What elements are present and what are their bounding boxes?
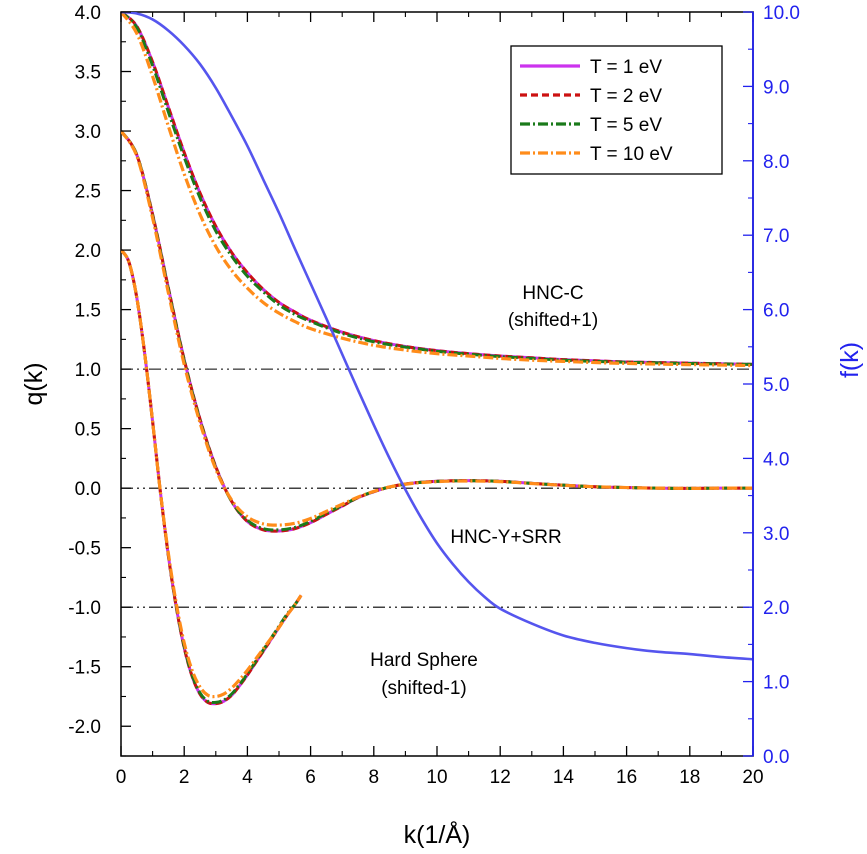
- y2-tick-label: 5.0: [763, 375, 789, 396]
- y-tick-label: 0.5: [75, 420, 101, 441]
- annotation-hnc-c-line1: HNC-C: [522, 283, 583, 304]
- annotation-hnc-c-line2: (shifted+1): [508, 310, 598, 331]
- y-tick-label: -0.5: [68, 539, 101, 560]
- series-group-hnc-y-srr: [121, 130, 753, 533]
- x-tick-label: 16: [616, 767, 637, 788]
- x-axis: 0 2 4 6 8 10 12 14 16 18 20: [116, 12, 764, 788]
- y2-tick-label: 8.0: [763, 152, 789, 173]
- series-line: [121, 12, 753, 368]
- form-factor-line: [121, 12, 753, 661]
- y-axis-right: 0.0 1.0 2.0 3.0 4.0 5.0 6.0 7.0 8.0 9.0 10.0: [743, 3, 800, 768]
- annotation-hnc-c: HNC-C (shifted+1): [508, 283, 598, 331]
- y-tick-label: 3.5: [75, 63, 101, 84]
- series-layer: [121, 12, 753, 706]
- y-tick-label: -1.0: [68, 598, 101, 619]
- y-tick-label: 1.5: [75, 301, 101, 322]
- series-line: [121, 130, 753, 533]
- y-tick-label: 4.0: [75, 3, 101, 24]
- y-axis-title: q(k): [20, 362, 48, 405]
- y2-tick-label: 0.0: [763, 747, 789, 768]
- legend-label: T = 1 eV: [590, 57, 662, 78]
- annotation-hard-sphere: Hard Sphere (shifted-1): [370, 650, 478, 699]
- y2-tick-label: 4.0: [763, 449, 789, 470]
- y-tick-label: 2.0: [75, 241, 101, 262]
- x-tick-label: 2: [179, 767, 190, 788]
- annotation-hnc-y: HNC-Y+SRR: [450, 527, 561, 548]
- y2-tick-label: 3.0: [763, 524, 789, 545]
- annotation-hnc-y-line1: HNC-Y+SRR: [450, 527, 561, 548]
- annotation-hard-sphere-line2: (shifted-1): [381, 678, 467, 699]
- legend-label: T = 10 eV: [590, 144, 673, 165]
- x-tick-label: 18: [679, 767, 700, 788]
- legend-label: T = 2 eV: [590, 86, 662, 107]
- series-line: [121, 249, 303, 699]
- x-tick-label: 20: [742, 767, 763, 788]
- y-tick-label: 1.0: [75, 360, 101, 381]
- y2-axis-title: f(k): [836, 342, 864, 378]
- x-tick-label: 0: [116, 767, 127, 788]
- x-tick-label: 12: [490, 767, 511, 788]
- x-tick-label: 10: [426, 767, 447, 788]
- y2-tick-label: 1.0: [763, 673, 789, 694]
- legend-label: T = 5 eV: [590, 115, 662, 136]
- y2-tick-label: 7.0: [763, 226, 789, 247]
- x-tick-label: 8: [369, 767, 380, 788]
- y-tick-label: 0.0: [75, 479, 101, 500]
- y-tick-label: -1.5: [68, 658, 101, 679]
- y-tick-label: 3.0: [75, 122, 101, 143]
- y2-tick-label: 2.0: [763, 598, 789, 619]
- series-group-hard-sphere: [121, 249, 303, 706]
- series-line: [121, 130, 753, 533]
- x-axis-title: k(1/Å): [404, 819, 471, 849]
- x-tick-label: 6: [305, 767, 316, 788]
- series-line: [121, 249, 303, 705]
- x-tick-label: 4: [242, 767, 253, 788]
- x-tick-label: 14: [553, 767, 575, 788]
- y-axis-left: -2.0 -1.5 -1.0 -0.5 0.0 0.5 1.0 1.5 2.0 2.5 3.0 3.5…: [68, 3, 131, 757]
- series-line: [121, 130, 753, 527]
- y2-tick-label: 9.0: [763, 77, 789, 98]
- series-group-hnc-c: [121, 12, 753, 368]
- y2-tick-label: 6.0: [763, 301, 789, 322]
- annotation-hard-sphere-line1: Hard Sphere: [370, 650, 478, 671]
- y2-tick-label: 10.0: [763, 3, 800, 24]
- y-tick-label: -2.0: [68, 717, 101, 738]
- legend: T = 1 eV T = 2 eV T = 5 eV T = 10 eV: [510, 45, 723, 175]
- y-tick-label: 2.5: [75, 182, 101, 203]
